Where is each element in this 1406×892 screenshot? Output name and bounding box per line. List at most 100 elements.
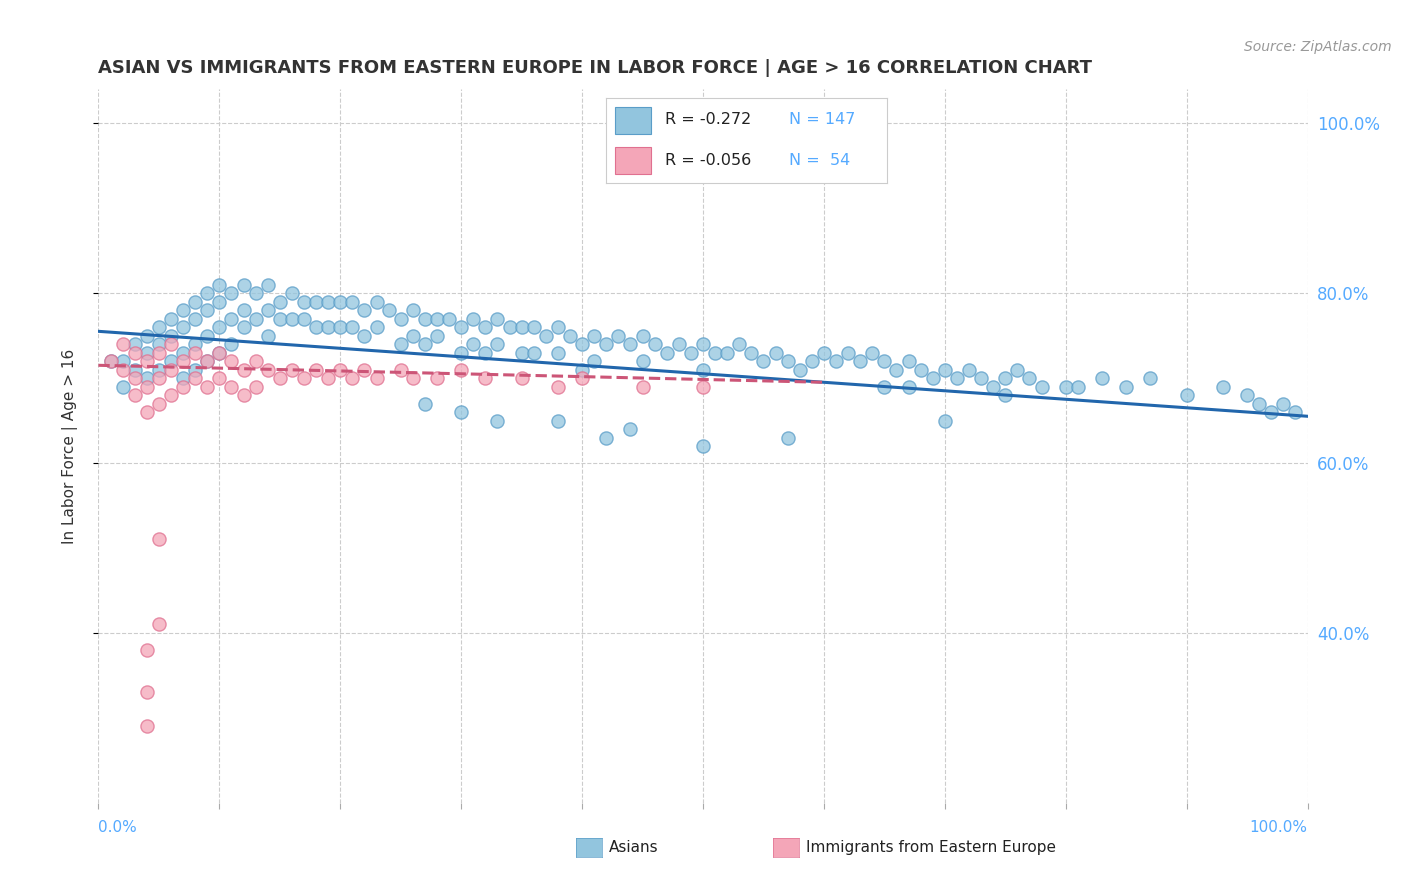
Point [776, 430, 799, 444]
Point [245, 286, 267, 301]
Point [474, 345, 496, 359]
Point [160, 328, 183, 343]
Point [571, 371, 593, 385]
Point [111, 379, 134, 393]
Point [583, 354, 606, 368]
Point [619, 422, 641, 436]
Point [523, 345, 546, 359]
Point [776, 354, 799, 368]
Point [631, 354, 654, 368]
Point [353, 303, 375, 318]
Text: R = -0.056: R = -0.056 [665, 153, 752, 168]
Point [148, 362, 170, 376]
Point [232, 388, 254, 402]
Point [232, 362, 254, 376]
Point [232, 320, 254, 334]
Point [619, 337, 641, 351]
Point [305, 294, 328, 309]
Point [547, 320, 569, 334]
Point [353, 362, 375, 376]
Point [450, 405, 472, 419]
Point [124, 337, 146, 351]
Point [1067, 379, 1090, 393]
Point [135, 643, 157, 657]
Point [716, 345, 738, 359]
Point [1212, 379, 1234, 393]
Point [571, 337, 593, 351]
Point [752, 354, 775, 368]
Point [413, 311, 436, 326]
Point [860, 345, 883, 359]
Point [256, 277, 278, 292]
Point [148, 337, 170, 351]
Point [353, 328, 375, 343]
Point [111, 354, 134, 368]
Point [450, 362, 472, 376]
Point [886, 362, 908, 376]
FancyBboxPatch shape [614, 107, 651, 134]
Text: 100.0%: 100.0% [1250, 820, 1308, 835]
Point [269, 311, 291, 326]
Point [148, 371, 170, 385]
Point [389, 337, 412, 351]
Point [184, 362, 207, 376]
Point [172, 354, 194, 368]
Point [631, 379, 654, 393]
Text: R = -0.272: R = -0.272 [665, 112, 752, 128]
Point [692, 337, 714, 351]
Point [704, 345, 727, 359]
Point [437, 311, 460, 326]
Point [1115, 379, 1137, 393]
Point [342, 320, 364, 334]
Point [1175, 388, 1198, 402]
Point [946, 371, 969, 385]
Text: Source: ZipAtlas.com: Source: ZipAtlas.com [1244, 40, 1392, 54]
Point [160, 337, 183, 351]
Point [292, 294, 315, 309]
Point [124, 388, 146, 402]
Point [256, 328, 278, 343]
Point [195, 354, 218, 368]
Point [148, 533, 170, 547]
Point [184, 311, 207, 326]
Point [329, 320, 352, 334]
Point [305, 362, 328, 376]
Point [135, 354, 157, 368]
Point [402, 303, 425, 318]
Text: Asians: Asians [609, 840, 658, 855]
Point [316, 320, 339, 334]
Point [172, 320, 194, 334]
Point [281, 311, 304, 326]
Point [172, 379, 194, 393]
Point [148, 345, 170, 359]
Point [135, 345, 157, 359]
Point [124, 362, 146, 376]
Point [281, 286, 304, 301]
Point [934, 413, 956, 427]
Point [366, 294, 388, 309]
Point [389, 311, 412, 326]
Point [208, 371, 231, 385]
Point [1249, 396, 1271, 410]
Point [934, 362, 956, 376]
Point [221, 286, 243, 301]
Point [994, 371, 1017, 385]
Point [135, 405, 157, 419]
Point [825, 354, 848, 368]
Point [474, 371, 496, 385]
Point [595, 430, 617, 444]
Point [232, 303, 254, 318]
Point [523, 320, 546, 334]
Point [135, 371, 157, 385]
Point [1236, 388, 1258, 402]
Point [534, 328, 557, 343]
Point [1054, 379, 1077, 393]
Point [426, 311, 449, 326]
Point [208, 345, 231, 359]
Point [1018, 371, 1040, 385]
Text: Immigrants from Eastern Europe: Immigrants from Eastern Europe [806, 840, 1056, 855]
Point [184, 294, 207, 309]
Point [510, 371, 533, 385]
Text: N =  54: N = 54 [789, 153, 851, 168]
Point [305, 320, 328, 334]
